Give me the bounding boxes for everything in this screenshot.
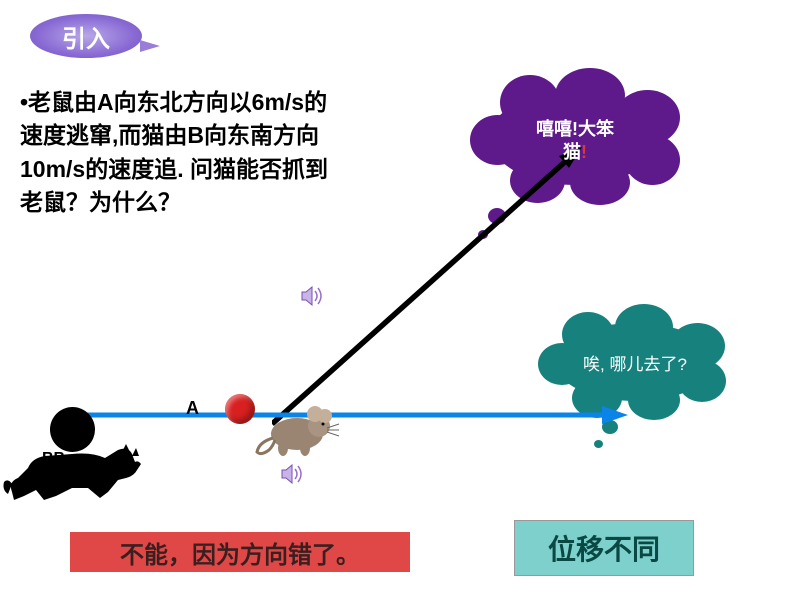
answer-red-text: 不能，因为方向错了。 — [120, 535, 360, 570]
cat-icon — [0, 430, 145, 505]
bubble-purple-text: 嘻嘻!大笨猫! — [460, 118, 690, 165]
intro-text: 引入 — [62, 19, 110, 54]
point-a-marker — [225, 394, 255, 424]
mouse-icon — [255, 398, 345, 458]
answer-teal-text: 位移不同 — [548, 528, 660, 568]
speaker-icon — [280, 464, 304, 484]
answer-box-red: 不能，因为方向错了。 — [70, 532, 410, 572]
label-b: BB — [42, 450, 65, 468]
label-a: A — [186, 398, 199, 419]
intro-badge: 引入 — [30, 14, 142, 58]
arrow-northeast — [272, 142, 592, 432]
arrow-east — [68, 400, 628, 430]
answer-box-teal: 位移不同 — [514, 520, 694, 576]
bubble-teal-text: 唉, 哪儿去了? — [530, 350, 740, 375]
